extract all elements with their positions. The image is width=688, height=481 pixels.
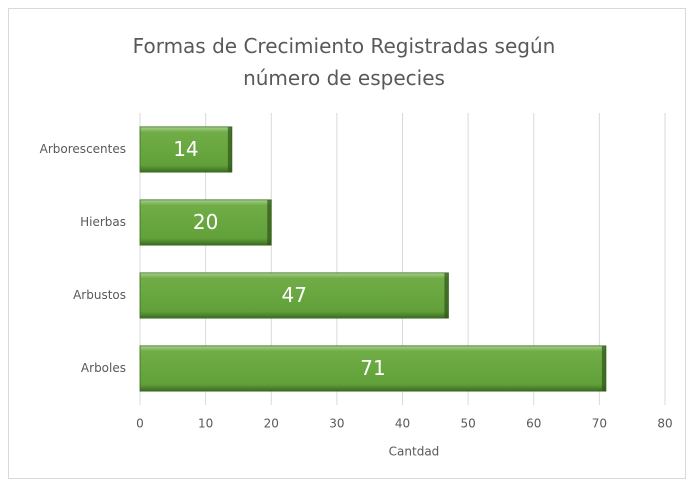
bar-edge bbox=[444, 272, 449, 319]
bar-edge bbox=[267, 199, 272, 246]
y-tick-label: Arboles bbox=[81, 361, 126, 375]
chart-title: Formas de Crecimiento Registradas según … bbox=[132, 34, 556, 90]
chart-border bbox=[8, 8, 686, 479]
x-tick-label: 0 bbox=[136, 417, 144, 431]
bar-edge bbox=[601, 345, 606, 392]
bar bbox=[139, 199, 272, 246]
x-tick-label: 50 bbox=[460, 417, 475, 431]
x-tick-label: 10 bbox=[198, 417, 213, 431]
x-tick-label: 80 bbox=[657, 417, 672, 431]
data-label: 14 bbox=[173, 137, 198, 161]
x-tick-label: 70 bbox=[592, 417, 607, 431]
bar bbox=[139, 272, 449, 319]
x-tick-label: 40 bbox=[395, 417, 410, 431]
data-label: 71 bbox=[360, 356, 385, 380]
x-tick-label: 30 bbox=[329, 417, 344, 431]
y-tick-label: Arborescentes bbox=[40, 142, 126, 156]
x-tick-label: 20 bbox=[264, 417, 279, 431]
bar bbox=[139, 345, 607, 392]
x-tick-label: 60 bbox=[526, 417, 541, 431]
y-tick-label: Hierbas bbox=[80, 215, 126, 229]
data-label: 20 bbox=[193, 210, 218, 234]
bar bbox=[139, 126, 233, 173]
bar-edge bbox=[227, 126, 232, 173]
x-axis-label: Cantdad bbox=[389, 445, 440, 459]
data-label: 47 bbox=[281, 283, 306, 307]
y-tick-label: Arbustos bbox=[73, 288, 126, 302]
